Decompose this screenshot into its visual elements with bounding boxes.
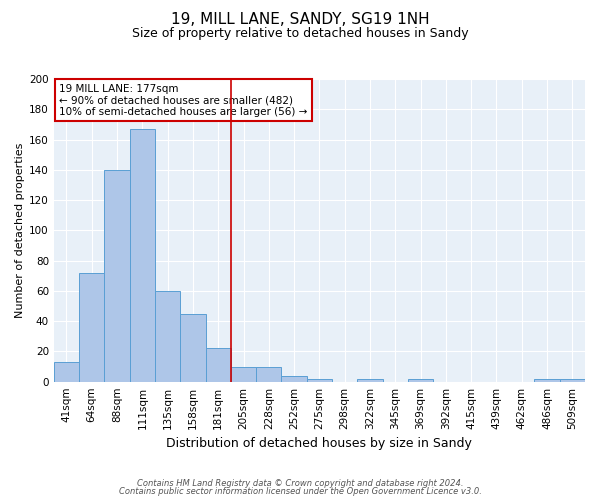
- Y-axis label: Number of detached properties: Number of detached properties: [15, 142, 25, 318]
- Bar: [155, 291, 180, 382]
- Text: Size of property relative to detached houses in Sandy: Size of property relative to detached ho…: [131, 28, 469, 40]
- Bar: [408, 378, 433, 382]
- Bar: [231, 366, 256, 382]
- Bar: [54, 362, 79, 382]
- Bar: [535, 378, 560, 382]
- X-axis label: Distribution of detached houses by size in Sandy: Distribution of detached houses by size …: [166, 437, 472, 450]
- Bar: [180, 314, 206, 382]
- Bar: [560, 378, 585, 382]
- Bar: [206, 348, 231, 382]
- Text: Contains public sector information licensed under the Open Government Licence v3: Contains public sector information licen…: [119, 487, 481, 496]
- Bar: [281, 376, 307, 382]
- Text: 19 MILL LANE: 177sqm
← 90% of detached houses are smaller (482)
10% of semi-deta: 19 MILL LANE: 177sqm ← 90% of detached h…: [59, 84, 307, 116]
- Bar: [104, 170, 130, 382]
- Bar: [79, 272, 104, 382]
- Text: Contains HM Land Registry data © Crown copyright and database right 2024.: Contains HM Land Registry data © Crown c…: [137, 478, 463, 488]
- Bar: [256, 366, 281, 382]
- Bar: [358, 378, 383, 382]
- Bar: [307, 378, 332, 382]
- Bar: [130, 129, 155, 382]
- Text: 19, MILL LANE, SANDY, SG19 1NH: 19, MILL LANE, SANDY, SG19 1NH: [170, 12, 430, 28]
